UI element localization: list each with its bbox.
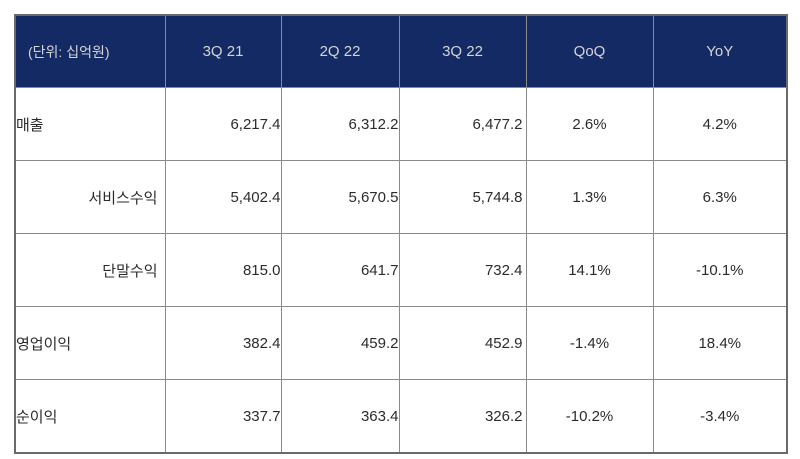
column-header-qoq: QoQ — [525, 14, 654, 88]
row-label: 서비스수익 — [14, 160, 166, 234]
cell-value: 382.4 — [164, 306, 282, 380]
cell-value: 641.7 — [280, 233, 400, 307]
cell-value-highlighted: 452.9 — [398, 306, 527, 380]
table-row-operating-profit: 영업이익 382.4 459.2 452.9 -1.4% 18.4% — [14, 306, 788, 380]
table-row-revenue: 매출 6,217.4 6,312.2 6,477.2 2.6% 4.2% — [14, 87, 788, 161]
cell-value: 337.7 — [164, 379, 282, 454]
cell-value-highlighted: 5,744.8 — [398, 160, 527, 234]
cell-value: -1.4% — [525, 306, 654, 380]
cell-value-highlighted: 6,477.2 — [398, 87, 527, 161]
cell-value-highlighted: 732.4 — [398, 233, 527, 307]
cell-value: 6,312.2 — [280, 87, 400, 161]
column-header-yoy: YoY — [652, 14, 788, 88]
cell-value: 363.4 — [280, 379, 400, 454]
row-label: 순이익 — [14, 379, 166, 454]
row-label: 매출 — [14, 87, 166, 161]
cell-value: 5,670.5 — [280, 160, 400, 234]
cell-value: 459.2 — [280, 306, 400, 380]
cell-value: 5,402.4 — [164, 160, 282, 234]
cell-value: 6,217.4 — [164, 87, 282, 161]
row-label: 단말수익 — [14, 233, 166, 307]
cell-value-highlighted: 326.2 — [398, 379, 527, 454]
cell-value: 2.6% — [525, 87, 654, 161]
header-row: (단위: 십억원) 3Q 21 2Q 22 3Q 22 QoQ YoY — [14, 14, 788, 88]
column-header-2q22: 2Q 22 — [280, 14, 400, 88]
column-header-3q21: 3Q 21 — [164, 14, 282, 88]
cell-value: -10.1% — [652, 233, 788, 307]
cell-value: 4.2% — [652, 87, 788, 161]
column-header-3q22: 3Q 22 — [398, 14, 527, 88]
financial-results-table: (단위: 십억원) 3Q 21 2Q 22 3Q 22 QoQ YoY 매출 6… — [14, 14, 788, 454]
table-row-net-profit: 순이익 337.7 363.4 326.2 -10.2% -3.4% — [14, 379, 788, 454]
cell-value: -10.2% — [525, 379, 654, 454]
cell-value: 6.3% — [652, 160, 788, 234]
cell-value: 815.0 — [164, 233, 282, 307]
cell-value: 14.1% — [525, 233, 654, 307]
cell-value: 18.4% — [652, 306, 788, 380]
cell-value: 1.3% — [525, 160, 654, 234]
unit-label: (단위: 십억원) — [14, 14, 166, 88]
table-row-device-revenue: 단말수익 815.0 641.7 732.4 14.1% -10.1% — [14, 233, 788, 307]
row-label: 영업이익 — [14, 306, 166, 380]
table-row-service-revenue: 서비스수익 5,402.4 5,670.5 5,744.8 1.3% 6.3% — [14, 160, 788, 234]
cell-value: -3.4% — [652, 379, 788, 454]
